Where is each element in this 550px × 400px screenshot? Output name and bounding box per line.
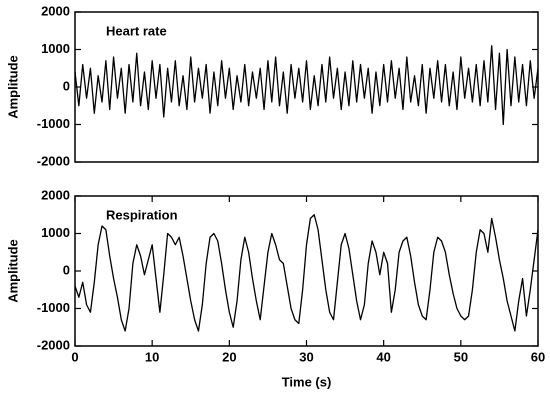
y-axis-label: Amplitude xyxy=(5,239,20,303)
y-axis-label: Amplitude xyxy=(5,55,20,119)
y-tick-label: 2000 xyxy=(41,187,70,202)
y-tick-label: -1000 xyxy=(37,116,70,131)
x-axis-label: Time (s) xyxy=(282,374,332,389)
x-tick-label: 0 xyxy=(71,349,78,364)
panel-annotation: Respiration xyxy=(106,207,178,222)
signal-line xyxy=(74,45,539,126)
y-tick-label: -2000 xyxy=(37,153,70,168)
x-tick-label: 60 xyxy=(531,349,545,364)
x-tick-label: 10 xyxy=(145,349,159,364)
y-tick-label: -2000 xyxy=(37,337,70,352)
y-tick-label: 0 xyxy=(63,78,70,93)
y-tick-label: 1000 xyxy=(41,225,70,240)
x-tick-label: 50 xyxy=(454,349,468,364)
x-tick-label: 20 xyxy=(222,349,236,364)
signal-line xyxy=(74,214,539,332)
x-tick-label: 40 xyxy=(376,349,390,364)
y-tick-label: 1000 xyxy=(41,41,70,56)
panel-annotation: Heart rate xyxy=(106,23,167,38)
y-tick-label: 0 xyxy=(63,262,70,277)
y-tick-label: 2000 xyxy=(41,3,70,18)
x-tick-label: 30 xyxy=(299,349,313,364)
y-tick-label: -1000 xyxy=(37,300,70,315)
